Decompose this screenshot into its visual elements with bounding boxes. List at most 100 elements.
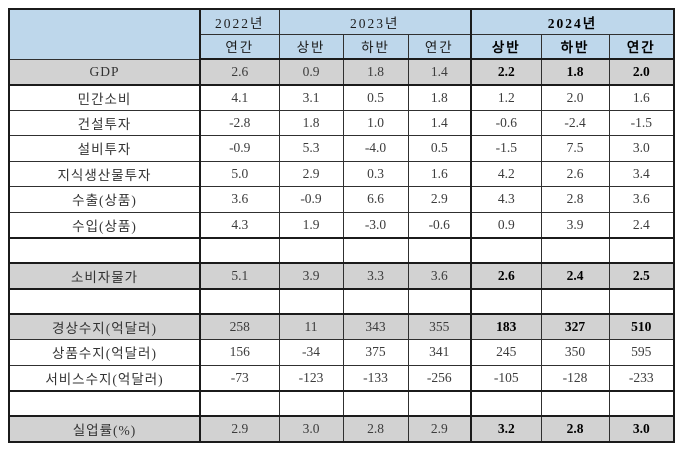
value-cell: 7.5 bbox=[540, 135, 610, 162]
value-cell bbox=[540, 390, 610, 417]
value-cell: -73 bbox=[199, 364, 280, 392]
value-cell bbox=[540, 237, 610, 264]
row-label: 민간소비 bbox=[8, 84, 201, 111]
value-cell: 4.3 bbox=[470, 186, 542, 213]
subheader-2024-h1: 상반 bbox=[470, 33, 542, 60]
spacer-row bbox=[8, 390, 675, 417]
value-cell: -0.6 bbox=[407, 211, 472, 239]
value-cell: -256 bbox=[407, 364, 472, 392]
value-cell: 510 bbox=[608, 313, 675, 340]
value-cell: 1.4 bbox=[407, 58, 472, 86]
table-row: 실업률(%) 2.9 3.0 2.8 2.9 3.2 2.8 3.0 bbox=[8, 415, 675, 442]
subheader-2024-h2: 하반 bbox=[540, 33, 610, 60]
row-label: 상품수지(억달러) bbox=[8, 339, 201, 366]
value-cell: -34 bbox=[278, 339, 344, 366]
table-row: 상품수지(억달러) 156 -34 375 341 245 350 595 bbox=[8, 339, 675, 366]
row-label: 건설투자 bbox=[8, 109, 201, 136]
subheader-2022-annual: 연간 bbox=[199, 33, 280, 60]
value-cell: -233 bbox=[608, 364, 675, 392]
value-cell: 1.9 bbox=[278, 211, 344, 239]
spacer-label-cell bbox=[8, 237, 201, 264]
row-label: 서비스수지(억달러) bbox=[8, 364, 201, 392]
value-cell: 595 bbox=[608, 339, 675, 366]
header-row-years: 2022년 2023년 2024년 bbox=[8, 8, 675, 60]
value-cell: 3.9 bbox=[540, 211, 610, 239]
value-cell: 4.2 bbox=[470, 160, 542, 187]
row-label: 설비투자 bbox=[8, 135, 201, 162]
value-cell bbox=[278, 237, 344, 264]
value-cell: 6.6 bbox=[342, 186, 409, 213]
value-cell: 3.2 bbox=[470, 415, 542, 442]
value-cell: 5.3 bbox=[278, 135, 344, 162]
value-cell: -105 bbox=[470, 364, 542, 392]
value-cell: 3.0 bbox=[608, 135, 675, 162]
value-cell: 2.9 bbox=[407, 186, 472, 213]
subheader-2023-h2: 하반 bbox=[342, 33, 409, 60]
value-cell: 258 bbox=[199, 313, 280, 340]
value-cell: -2.8 bbox=[199, 109, 280, 136]
value-cell: 4.1 bbox=[199, 84, 280, 111]
value-cell: 1.8 bbox=[407, 84, 472, 111]
table-row: GDP 2.6 0.9 1.8 1.4 2.2 1.8 2.0 bbox=[8, 58, 675, 86]
row-label: GDP bbox=[8, 58, 201, 86]
table-row: 건설투자 -2.8 1.8 1.0 1.4 -0.6 -2.4 -1.5 bbox=[8, 109, 675, 136]
value-cell: 3.6 bbox=[608, 186, 675, 213]
value-cell: 11 bbox=[278, 313, 344, 340]
value-cell: 3.1 bbox=[278, 84, 344, 111]
value-cell: 3.4 bbox=[608, 160, 675, 187]
value-cell bbox=[608, 288, 675, 315]
value-cell: -133 bbox=[342, 364, 409, 392]
table-row: 지식생산물투자 5.0 2.9 0.3 1.6 4.2 2.6 3.4 bbox=[8, 160, 675, 187]
value-cell: 3.6 bbox=[407, 262, 472, 290]
value-cell: 1.6 bbox=[407, 160, 472, 187]
value-cell: -2.4 bbox=[540, 109, 610, 136]
value-cell: 245 bbox=[470, 339, 542, 366]
value-cell: 183 bbox=[470, 313, 542, 340]
value-cell bbox=[342, 288, 409, 315]
value-cell: 350 bbox=[540, 339, 610, 366]
value-cell bbox=[608, 390, 675, 417]
table-row: 수출(상품) 3.6 -0.9 6.6 2.9 4.3 2.8 3.6 bbox=[8, 186, 675, 213]
table-row: 설비투자 -0.9 5.3 -4.0 0.5 -1.5 7.5 3.0 bbox=[8, 135, 675, 162]
value-cell bbox=[540, 288, 610, 315]
spacer-row bbox=[8, 288, 675, 315]
value-cell bbox=[608, 237, 675, 264]
value-cell: 2.9 bbox=[199, 415, 280, 442]
header-row-periods: 연간 상반 하반 연간 상반 하반 연간 bbox=[9, 33, 675, 60]
value-cell: 355 bbox=[407, 313, 472, 340]
value-cell: 0.9 bbox=[470, 211, 542, 239]
value-cell: 1.0 bbox=[342, 109, 409, 136]
corner-cell bbox=[8, 8, 201, 60]
value-cell: 1.8 bbox=[540, 58, 610, 86]
value-cell bbox=[199, 237, 280, 264]
value-cell: -3.0 bbox=[342, 211, 409, 239]
col-group-2024: 2024년 bbox=[470, 8, 675, 35]
value-cell: 375 bbox=[342, 339, 409, 366]
row-label: 경상수지(억달러) bbox=[8, 313, 201, 340]
value-cell: 3.3 bbox=[342, 262, 409, 290]
table-row: 경상수지(억달러) 258 11 343 355 183 327 510 bbox=[8, 313, 675, 340]
row-label: 실업률(%) bbox=[8, 415, 201, 442]
economic-indicators-table: 2022년 2023년 2024년 연간 상반 하반 연간 상반 하반 연간 G… bbox=[8, 8, 676, 443]
value-cell: -0.9 bbox=[199, 135, 280, 162]
value-cell: 343 bbox=[342, 313, 409, 340]
value-cell: -0.9 bbox=[278, 186, 344, 213]
value-cell: -1.5 bbox=[608, 109, 675, 136]
value-cell: 1.8 bbox=[278, 109, 344, 136]
value-cell: 3.6 bbox=[199, 186, 280, 213]
value-cell: 2.6 bbox=[199, 58, 280, 86]
value-cell: 3.0 bbox=[278, 415, 344, 442]
value-cell: 2.8 bbox=[540, 415, 610, 442]
value-cell bbox=[342, 390, 409, 417]
subheader-2023-h1: 상반 bbox=[278, 33, 344, 60]
value-cell: 1.8 bbox=[342, 58, 409, 86]
value-cell bbox=[199, 390, 280, 417]
spacer-label-cell bbox=[8, 390, 201, 417]
value-cell: 0.3 bbox=[342, 160, 409, 187]
value-cell: 1.2 bbox=[470, 84, 542, 111]
table-row: 수입(상품) 4.3 1.9 -3.0 -0.6 0.9 3.9 2.4 bbox=[8, 211, 675, 239]
value-cell: -123 bbox=[278, 364, 344, 392]
value-cell: 2.8 bbox=[540, 186, 610, 213]
value-cell bbox=[470, 390, 542, 417]
value-cell bbox=[199, 288, 280, 315]
